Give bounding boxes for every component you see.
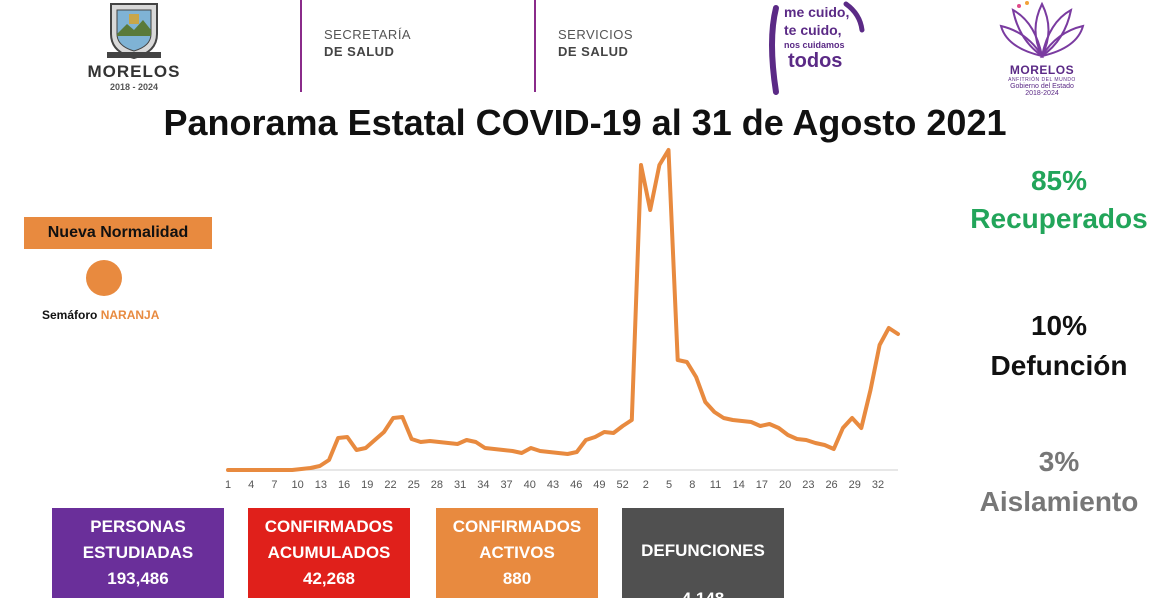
morelos-logo-years: 2018 - 2024 [109, 82, 159, 92]
x-tick-label: 29 [849, 479, 861, 491]
right-logo-years: 2018-2024 [1025, 90, 1059, 97]
x-tick-label: 11 [710, 479, 721, 491]
morelos-anfitrion-logo: MORELOS ANFITRIÓN DEL MUNDO Gobierno del… [992, 0, 1092, 100]
right-logo-subtitle: ANFITRIÓN DEL MUNDO [1008, 77, 1076, 83]
campaign-line2: te cuido, [784, 22, 842, 38]
campaign-line1: me cuido, [784, 4, 850, 20]
x-tick-label: 17 [756, 479, 768, 491]
box-value: 193,486 [107, 569, 169, 588]
x-tick-label: 22 [384, 479, 396, 491]
defunciones-box: DEFUNCIONES 4,148 [622, 508, 784, 600]
campaign-logo: me cuido, te cuido, nos cuidamos todos [764, 0, 874, 100]
box-line2: ACUMULADOS [267, 543, 391, 562]
confirmados-activos-box: CONFIRMADOS ACTIVOS 880 [436, 508, 598, 598]
x-tick-label: 25 [408, 479, 420, 491]
x-tick-label: 26 [825, 479, 837, 491]
page-title: Panorama Estatal COVID-19 al 31 de Agost… [163, 102, 1007, 143]
x-tick-label: 43 [547, 479, 559, 491]
x-tick-label: 40 [524, 479, 536, 491]
series-line [226, 148, 900, 472]
stat-aislamiento-pct: 3% [1038, 446, 1080, 477]
secretaria-salud-label: SECRETARÍA DE SALUD [324, 26, 411, 60]
box-line2: ACTIVOS [479, 543, 555, 562]
dept2-line2: DE SALUD [558, 44, 629, 59]
stat-defuncion: 10% Defunción [944, 306, 1170, 386]
servicios-salud-label: SERVICIOS DE SALUD [558, 26, 633, 60]
semaforo-label-text: Semáforo [42, 308, 98, 322]
x-tick-label: 37 [500, 479, 512, 491]
x-tick-label: 13 [315, 479, 327, 491]
header-divider [300, 0, 302, 92]
right-logo-name: MORELOS [1009, 63, 1075, 77]
box-line2: ESTUDIADAS [82, 543, 194, 562]
x-tick-label: 16 [338, 479, 350, 491]
box-line1: PERSONAS [90, 517, 186, 536]
morelos-logo-name: MORELOS [87, 62, 181, 81]
stat-recuperados-label: Recuperados [970, 203, 1148, 234]
stat-aislamiento-label: Aislamiento [979, 486, 1139, 517]
x-tick-label: 19 [361, 479, 373, 491]
dept1-line2: DE SALUD [324, 44, 395, 59]
semaforo-light-icon [86, 260, 122, 296]
stat-aislamiento: 3% Aislamiento [944, 442, 1170, 522]
x-tick-label: 7 [271, 479, 277, 491]
x-tick-label: 34 [477, 479, 489, 491]
box-value: 880 [502, 569, 532, 588]
semaforo-value: NARANJA [100, 308, 160, 322]
box-value: 42,268 [303, 569, 355, 588]
stat-defuncion-label: Defunción [990, 350, 1128, 381]
stat-defuncion-pct: 10% [1030, 310, 1088, 341]
box-line1: CONFIRMADOS [264, 517, 394, 536]
x-tick-label: 31 [454, 479, 466, 491]
header-divider [534, 0, 536, 92]
campaign-bracket-icon [769, 1, 865, 95]
x-tick-label: 23 [802, 479, 814, 491]
x-tick-label: 46 [570, 479, 582, 491]
x-tick-label: 20 [779, 479, 791, 491]
personas-estudiadas-box: PERSONAS ESTUDIADAS 193,486 [52, 508, 224, 598]
x-tick-label: 14 [733, 479, 745, 491]
covid-line-chart: 1 4 7 10 13 16 19 22 25 28 31 34 37 40 43 46 49 52 2 5 8 11 14… [225, 148, 900, 491]
right-logo-gobierno: Gobierno del Estado [1010, 83, 1074, 90]
confirmados-acumulados-box: CONFIRMADOS ACUMULADOS 42,268 [248, 508, 410, 598]
morelos-shield-icon [107, 3, 161, 60]
box-value: 4,148 [681, 589, 725, 600]
x-tick-label: 1 [225, 479, 231, 491]
x-tick-label: 4 [248, 479, 254, 491]
campaign-line4: todos [788, 50, 843, 72]
x-tick-label: 10 [292, 479, 304, 491]
x-tick-label: 2 [643, 479, 649, 491]
semaforo-label: Semáforo NARANJA [42, 308, 159, 322]
morelos-logo: MORELOS 2018 - 2024 [78, 0, 190, 98]
dept1-line1: SECRETARÍA [324, 27, 412, 42]
header: MORELOS 2018 - 2024 SECRETARÍA DE SALUD … [0, 0, 1170, 100]
dept2-line1: SERVICIOS [558, 27, 634, 42]
stat-recuperados-pct: 85% [1030, 165, 1088, 196]
nueva-normalidad-badge: Nueva Normalidad [24, 217, 212, 249]
lotus-flower-icon [999, 1, 1085, 59]
x-tick-label: 8 [689, 479, 695, 491]
box-line1: DEFUNCIONES [641, 541, 765, 560]
x-tick-label: 49 [593, 479, 605, 491]
campaign-line3: nos cuidamos [784, 40, 845, 50]
stat-recuperados: 85% Recuperados [944, 162, 1170, 238]
box-line1: CONFIRMADOS [452, 517, 582, 536]
x-tick-label: 32 [872, 479, 884, 491]
x-tick-label: 5 [666, 479, 672, 491]
x-tick-label: 52 [617, 479, 629, 491]
x-tick-label: 28 [431, 479, 443, 491]
